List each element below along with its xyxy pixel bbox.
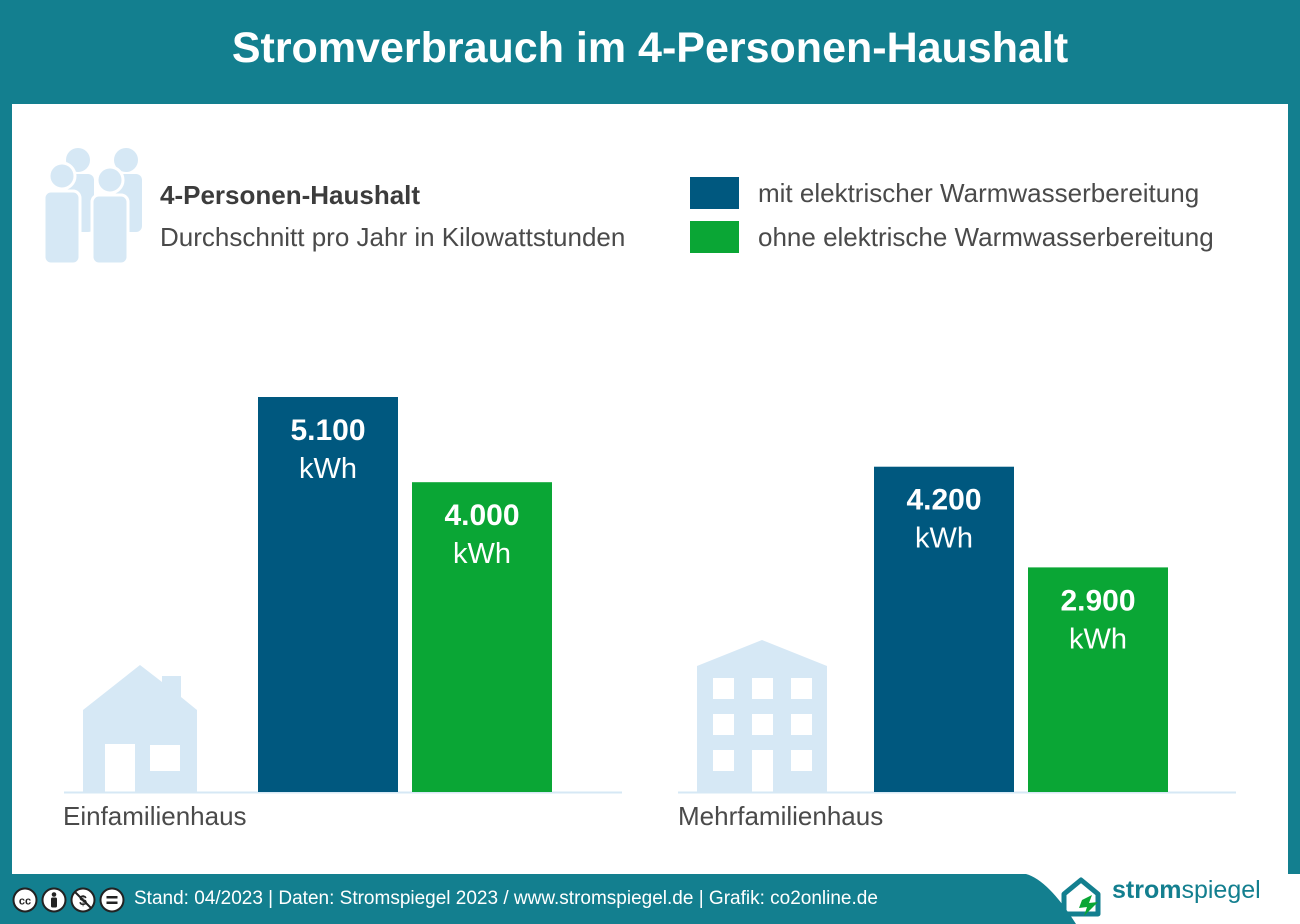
bar-2-2 <box>1028 567 1168 792</box>
bar-2-1 <box>412 482 552 792</box>
legend-swatch-ohne <box>690 221 739 253</box>
house-icon <box>83 665 197 792</box>
bar-value-2-2: 2.900 <box>1060 584 1135 617</box>
bar-unit-2-2: kWh <box>1069 623 1127 655</box>
by-icon <box>41 887 67 913</box>
legend-heading: 4-Personen-Haushalt <box>160 180 421 210</box>
logo-text-regular: spiegel <box>1181 876 1261 904</box>
bar-unit-1-2: kWh <box>915 523 973 555</box>
stromspiegel-logo-text: stromspiegel <box>1112 876 1261 905</box>
category-label-2: Mehrfamilienhaus <box>678 801 883 831</box>
bar-1-1 <box>258 397 398 792</box>
bar-1-2 <box>874 466 1014 792</box>
license-icons: cc $ <box>12 887 125 913</box>
legend-swatch-mit <box>690 177 739 209</box>
legend-label-ohne: ohne elektrische Warmwasserbereitung <box>758 221 1214 252</box>
legend-item-mit: mit elektrischer Warmwasserbereitung <box>690 177 1199 209</box>
bar-value-1-1: 5.100 <box>290 414 365 447</box>
footer-text: Stand: 04/2023 | Daten: Stromspiegel 202… <box>134 888 878 909</box>
bar-unit-2-1: kWh <box>453 538 511 570</box>
apartment-building-icon <box>697 640 827 792</box>
bar-value-2-1: 4.000 <box>444 499 519 532</box>
legend-subheading: Durchschnitt pro Jahr in Kilowattstunden <box>160 222 626 252</box>
cc-icon: cc <box>12 887 38 913</box>
people-icon <box>42 148 142 264</box>
nc-icon: $ <box>70 887 96 913</box>
stromspiegel-logo-icon <box>1061 877 1101 917</box>
page-title: Stromverbrauch im 4-Personen-Haushalt <box>231 23 1069 72</box>
legend-label-mit: mit elektrischer Warmwasserbereitung <box>758 177 1200 208</box>
title-bar: Stromverbrauch im 4-Personen-Haushalt <box>0 0 1300 104</box>
svg-text:cc: cc <box>19 896 31 908</box>
legend-item-ohne: ohne elektrische Warmwasserbereitung <box>690 221 1214 253</box>
bar-value-1-2: 4.200 <box>906 484 981 517</box>
category-label-1: Einfamilienhaus <box>63 801 247 831</box>
bar-chart: Einfamilienhaus Mehrfamilienhaus 5.100 kWh 4… <box>63 397 1236 831</box>
bar-unit-1-1: kWh <box>299 453 357 485</box>
logo-text-bold: strom <box>1112 876 1182 904</box>
nd-icon <box>99 887 125 913</box>
